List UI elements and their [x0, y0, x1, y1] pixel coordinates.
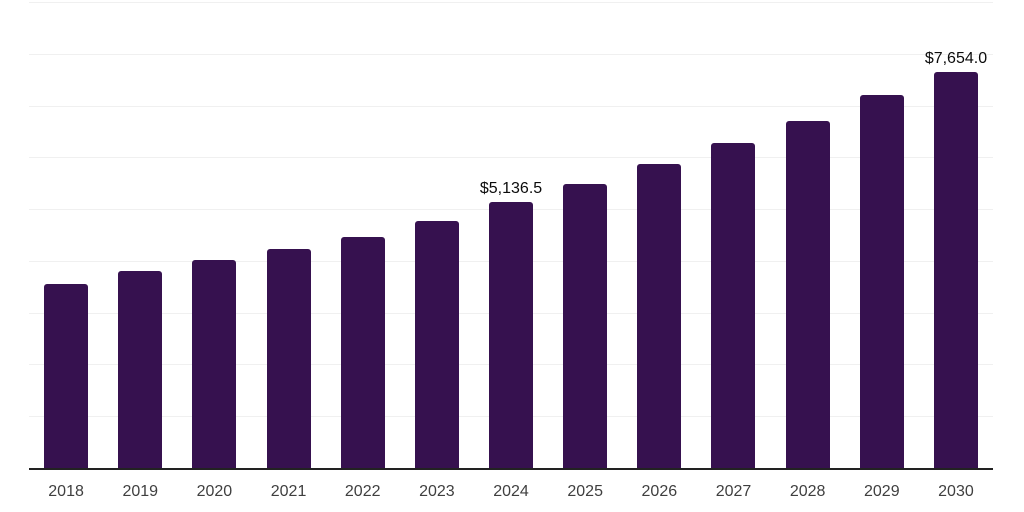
bar-2019	[118, 271, 163, 468]
bars-row: $5,136.5 $7,654.0	[29, 2, 993, 468]
gridline-6000	[29, 157, 993, 159]
bar-column-2023	[400, 220, 474, 468]
bar-2020	[192, 259, 237, 468]
bar-column-2027	[696, 143, 770, 468]
bar-column-2030: $7,654.0	[919, 50, 993, 468]
bar-2025	[563, 183, 608, 468]
bar-column-2024: $5,136.5	[474, 180, 548, 468]
bar-column-2025	[548, 183, 622, 468]
x-tick-label-2024: 2024	[493, 483, 529, 500]
bar-column-2019	[103, 271, 177, 468]
bar-2029	[859, 95, 904, 468]
x-axis-line	[29, 468, 993, 470]
x-tick-label-2026: 2026	[641, 483, 678, 500]
gridline-8000	[29, 53, 993, 55]
gridline-7000	[29, 105, 993, 107]
x-tick-label-2023: 2023	[419, 483, 455, 500]
x-tick-label-2027: 2027	[715, 483, 752, 500]
bar-2027	[711, 143, 756, 468]
bar-2022	[340, 236, 385, 468]
bar-2021	[266, 249, 311, 468]
bar-2024	[489, 202, 534, 468]
bar-column-2020	[177, 259, 251, 468]
bar-value-label-2024: $5,136.5	[479, 180, 543, 197]
x-axis-labels: 2018 2019 2020 2021 2022 2023 2024 2025 2026 2027…	[29, 483, 993, 501]
bar-2026	[637, 163, 682, 468]
bar-2023	[414, 220, 459, 468]
plot-area: $5,136.5 $7,654.0	[29, 2, 993, 468]
x-tick-label-2019: 2019	[122, 483, 159, 500]
x-tick-label-2029: 2029	[864, 483, 900, 500]
bar-column-2022	[326, 236, 400, 468]
bar-column-2021	[251, 249, 325, 468]
bar-2030	[933, 71, 978, 468]
x-tick-label-2021: 2021	[270, 483, 307, 500]
x-tick-label-2028: 2028	[789, 483, 826, 500]
bar-column-2026	[622, 163, 696, 468]
bar-2028	[785, 120, 830, 468]
x-tick-label-2030: 2030	[938, 483, 974, 500]
x-tick-label-2022: 2022	[344, 483, 381, 500]
bar-value-label-2030: $7,654.0	[924, 49, 988, 67]
x-tick-label-2018: 2018	[48, 483, 84, 500]
bar-column-2029	[845, 95, 919, 468]
bar-2018	[44, 283, 89, 468]
gridline-9000	[29, 2, 993, 3]
x-tick-label-2020: 2020	[196, 483, 233, 500]
x-tick-label-2025: 2025	[567, 483, 603, 500]
bar-column-2018	[29, 283, 103, 468]
bar-column-2028	[771, 120, 845, 468]
